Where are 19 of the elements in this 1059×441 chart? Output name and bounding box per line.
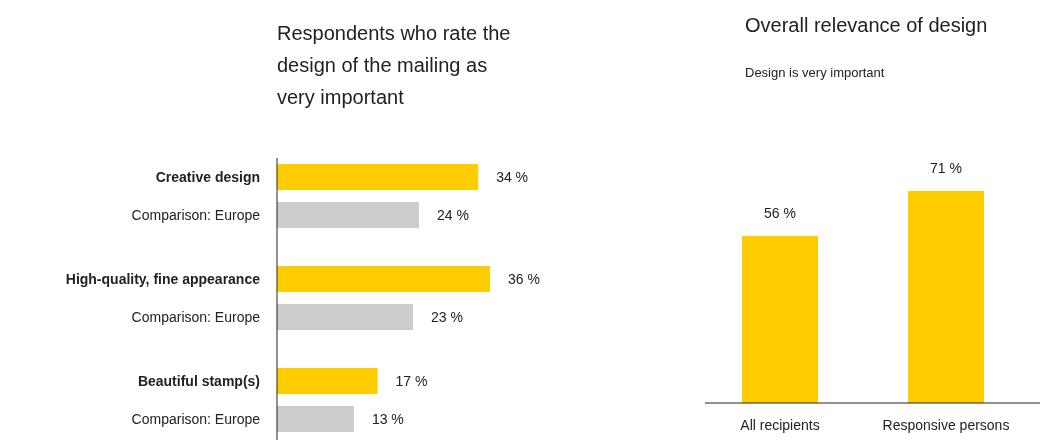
y-tick-label: Beautiful stamp(s) (137, 373, 260, 389)
x-tick-label: Responsive persons (882, 417, 1010, 433)
data-label: 13 % (371, 411, 404, 427)
y-tick-label: Creative design (155, 169, 260, 185)
chart-subtitle: Design is very important (745, 65, 885, 80)
y-tick-label: High-quality, fine appearance (65, 271, 261, 287)
data-label: 24 % (437, 207, 469, 223)
chart-title: Overall relevance of design (745, 14, 988, 36)
y-tick-label: Comparison: Europe (131, 207, 261, 223)
data-label: 23 % (431, 309, 464, 325)
chart-title: Respondents who rate the design of the mailing as very important (277, 22, 511, 108)
y-tick-label: Comparison: Europe (131, 309, 261, 325)
x-tick-label: All recipients (740, 417, 820, 433)
data-label: 71 % (930, 160, 962, 176)
data-label: 34 % (496, 169, 529, 185)
y-tick-label: Comparison: Europe (131, 411, 261, 427)
data-label: 56 % (764, 204, 796, 221)
data-label: 36 % (508, 271, 540, 287)
data-label: 17 % (395, 373, 428, 389)
